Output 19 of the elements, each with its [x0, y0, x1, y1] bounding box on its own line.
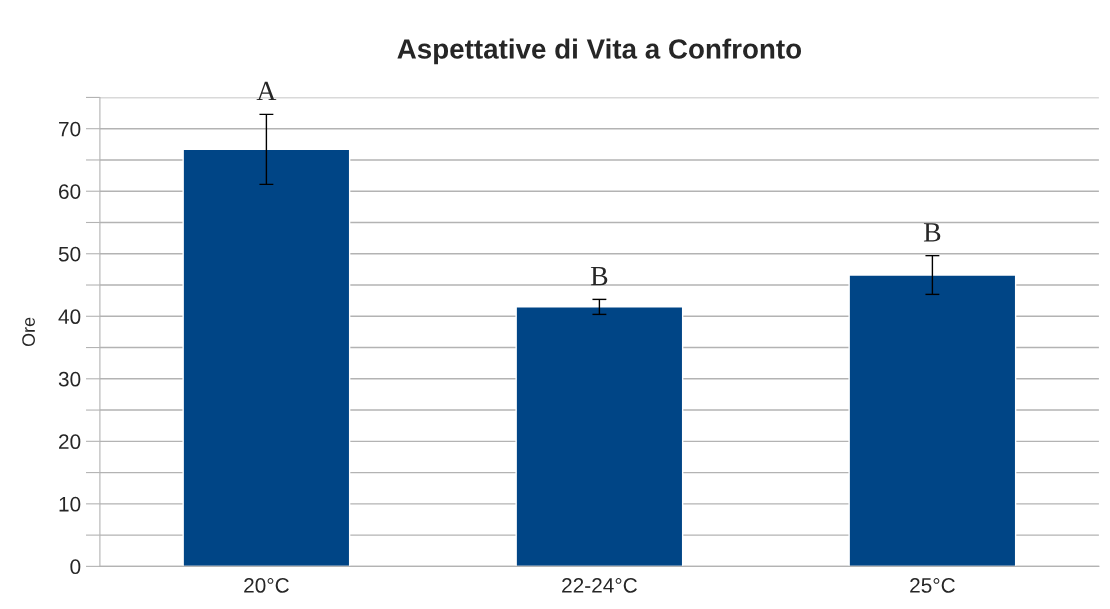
bar [515, 306, 684, 567]
bar [182, 148, 351, 567]
y-tick-label: 0 [70, 559, 81, 575]
y-tick-label: 30 [58, 371, 81, 387]
y-tick-label: 10 [59, 496, 81, 512]
annotation: B [590, 266, 608, 286]
y-axis-title: Ore [22, 317, 35, 347]
y-tick-label: 70 [59, 121, 81, 137]
y-tick-label: 40 [58, 309, 81, 325]
chart-title: Aspettative di Vita a Confronto [397, 38, 802, 65]
x-tick-label: 25°C [910, 578, 955, 593]
annotation: B [923, 223, 941, 242]
annotation: A [256, 81, 277, 101]
y-tick-label: 20 [59, 434, 81, 450]
bar [848, 274, 1017, 567]
x-tick-label: 22-24°C [562, 578, 637, 593]
x-tick-label: 20°C [244, 578, 289, 593]
y-tick-label: 60 [59, 184, 81, 199]
y-tick-label: 50 [58, 246, 81, 262]
